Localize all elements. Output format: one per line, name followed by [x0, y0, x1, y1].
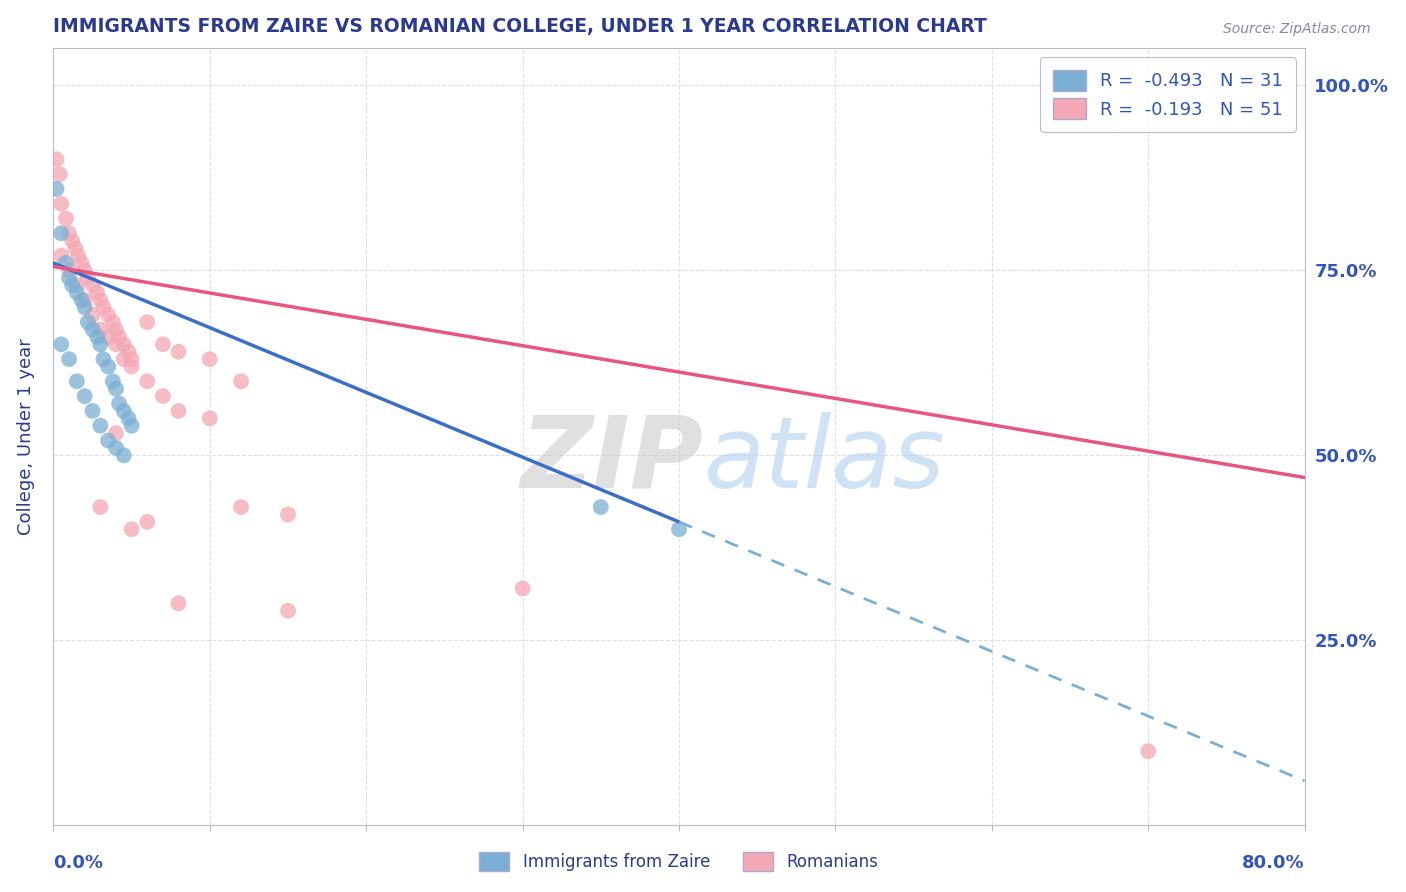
Point: [104, 337, 127, 351]
Point: [66, 374, 89, 388]
Point: [112, 337, 135, 351]
Point: [152, 337, 174, 351]
Point: [97, 308, 120, 322]
Point: [73, 301, 96, 315]
Point: [66, 278, 89, 293]
Point: [73, 293, 96, 307]
Point: [97, 330, 120, 344]
Point: [58, 263, 80, 277]
Point: [51, 227, 73, 241]
Point: [51, 248, 73, 262]
Legend: Immigrants from Zaire, Romanians: Immigrants from Zaire, Romanians: [468, 840, 890, 883]
Point: [82, 278, 104, 293]
Point: [86, 330, 108, 344]
Point: [277, 604, 299, 618]
Point: [121, 352, 143, 367]
Point: [89, 337, 111, 351]
Point: [65, 241, 87, 255]
Point: [55, 211, 77, 226]
Point: [121, 418, 143, 433]
Point: [117, 411, 139, 425]
Point: [97, 434, 120, 448]
Point: [136, 515, 159, 529]
Point: [668, 522, 690, 536]
Point: [70, 256, 93, 270]
Point: [167, 404, 190, 418]
Point: [112, 448, 135, 462]
Point: [1137, 744, 1160, 758]
Point: [104, 322, 127, 336]
Y-axis label: College, Under 1 year: College, Under 1 year: [17, 338, 35, 535]
Point: [121, 522, 143, 536]
Point: [66, 285, 89, 300]
Point: [70, 293, 93, 307]
Point: [108, 330, 131, 344]
Point: [136, 374, 159, 388]
Point: [89, 293, 111, 307]
Point: [108, 396, 131, 410]
Point: [76, 315, 98, 329]
Point: [73, 263, 96, 277]
Point: [51, 337, 73, 351]
Point: [55, 256, 77, 270]
Point: [58, 270, 80, 285]
Point: [82, 308, 104, 322]
Point: [152, 389, 174, 403]
Point: [167, 344, 190, 359]
Text: ZIP: ZIP: [522, 411, 704, 508]
Point: [512, 582, 534, 596]
Point: [112, 404, 135, 418]
Point: [67, 248, 90, 262]
Point: [82, 404, 104, 418]
Text: Source: ZipAtlas.com: Source: ZipAtlas.com: [1223, 22, 1371, 37]
Point: [60, 278, 83, 293]
Point: [76, 270, 98, 285]
Point: [86, 285, 108, 300]
Point: [104, 426, 127, 441]
Point: [101, 374, 124, 388]
Point: [93, 352, 115, 367]
Point: [89, 418, 111, 433]
Point: [89, 500, 111, 515]
Text: IMMIGRANTS FROM ZAIRE VS ROMANIAN COLLEGE, UNDER 1 YEAR CORRELATION CHART: IMMIGRANTS FROM ZAIRE VS ROMANIAN COLLEG…: [53, 17, 987, 36]
Point: [89, 322, 111, 336]
Point: [45, 153, 67, 167]
Point: [198, 352, 221, 367]
Point: [97, 359, 120, 374]
Point: [198, 411, 221, 425]
Point: [112, 352, 135, 367]
Point: [51, 196, 73, 211]
Text: 0.0%: 0.0%: [53, 854, 104, 872]
Point: [589, 500, 612, 515]
Point: [58, 227, 80, 241]
Point: [167, 596, 190, 610]
Point: [121, 359, 143, 374]
Point: [104, 382, 127, 396]
Point: [277, 508, 299, 522]
Point: [58, 352, 80, 367]
Point: [229, 500, 252, 515]
Point: [136, 315, 159, 329]
Point: [101, 315, 124, 329]
Text: atlas: atlas: [704, 411, 946, 508]
Text: 80.0%: 80.0%: [1241, 854, 1305, 872]
Point: [229, 374, 252, 388]
Point: [117, 344, 139, 359]
Point: [48, 167, 70, 181]
Point: [60, 234, 83, 248]
Point: [45, 182, 67, 196]
Point: [93, 301, 115, 315]
Point: [73, 389, 96, 403]
Point: [104, 441, 127, 455]
Point: [82, 322, 104, 336]
